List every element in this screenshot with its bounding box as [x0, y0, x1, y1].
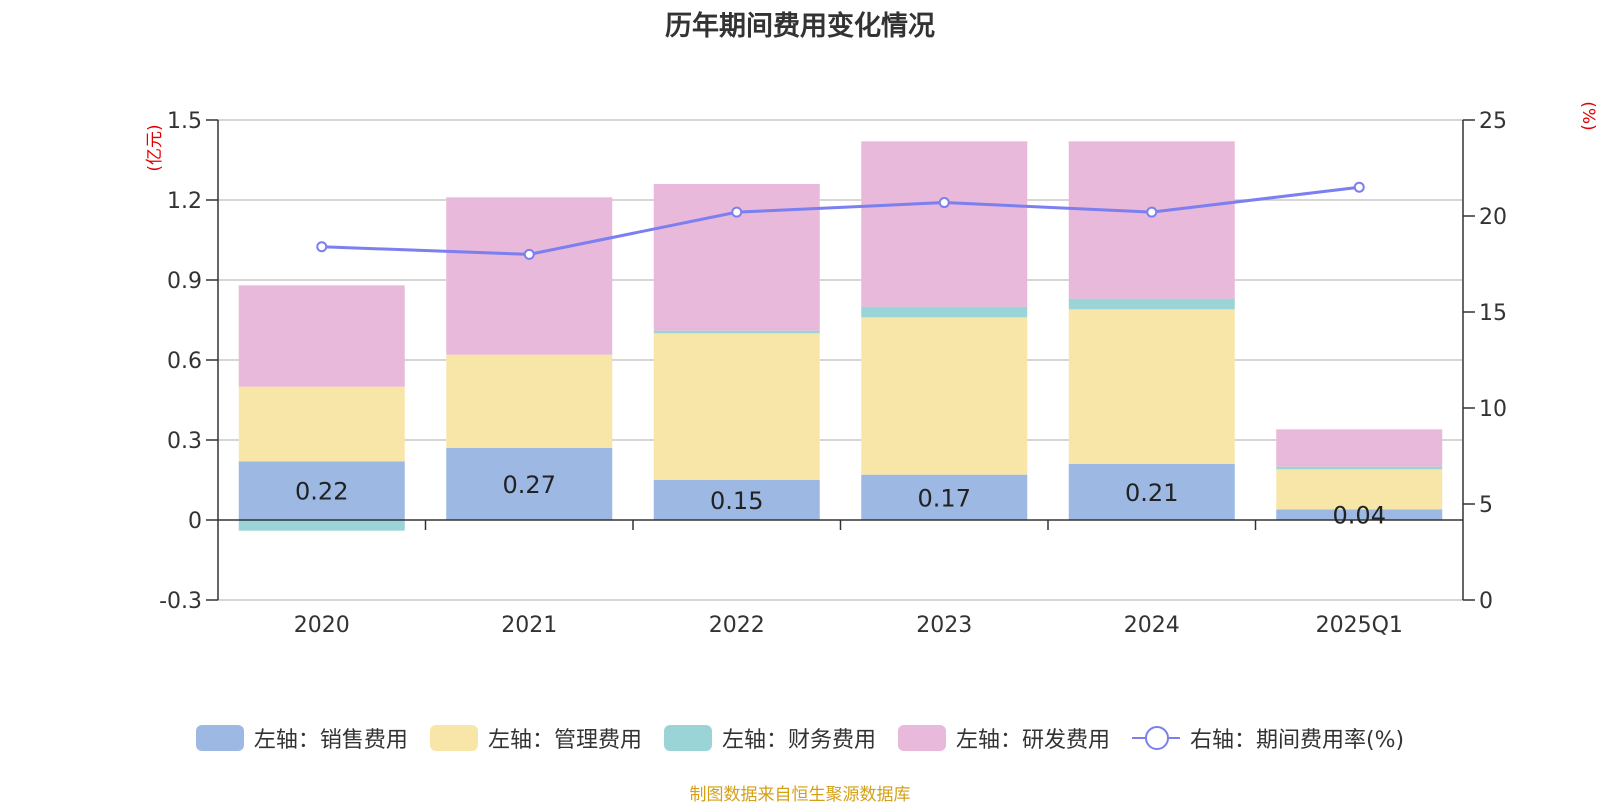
data-label: 0.21	[1125, 479, 1178, 507]
bar-segment	[446, 354, 613, 448]
expense-rate-point	[523, 248, 535, 260]
x-axis-tick-label: 2022	[709, 613, 765, 638]
legend-item[interactable]: 左轴：研发费用	[897, 722, 1110, 754]
left-axis-tick-label: 0.3	[167, 429, 202, 454]
axes: -0.3 0 0.3 0.6 0.9 1.2 1.5 0 5 10 15 20 25 2020 2021 20…	[159, 109, 1507, 638]
left-axis-tick-label: 1.5	[167, 109, 202, 134]
legend-swatch	[663, 725, 712, 751]
bar-segment	[1276, 509, 1443, 520]
left-axis-tick-label: 1.2	[167, 189, 202, 214]
expense-rate-polyline	[321, 185, 1360, 256]
bar-segment	[1068, 141, 1235, 299]
right-axis-tick-label: 5	[1479, 493, 1493, 518]
bar-segment	[653, 480, 820, 520]
source-note: 制图数据来自恒生聚源数据库	[689, 785, 911, 805]
left-axis-unit-label: (亿元)	[145, 124, 165, 171]
legend-label: 左轴：财务费用	[721, 728, 876, 753]
x-axis-tick-label: 2020	[294, 613, 350, 638]
data-label: 0.27	[503, 471, 556, 499]
legend-swatch	[429, 725, 478, 751]
bar-segment	[238, 461, 405, 520]
x-axis-tick-label: 2024	[1124, 613, 1180, 638]
right-axis-tick-label: 25	[1479, 109, 1507, 134]
chart-title: 历年期间费用变化情况	[665, 11, 935, 42]
grid-lines	[218, 119, 1463, 601]
data-label: 0.04	[1333, 502, 1386, 530]
right-axis-tick-label: 10	[1479, 397, 1507, 422]
right-axis-tick-label: 0	[1479, 589, 1493, 614]
legend-swatch	[897, 725, 946, 751]
bar-segment	[1068, 464, 1235, 520]
legend: 左轴：销售费用 左轴：管理费用 左轴：财务费用 左轴：研发费用 右轴：期间费用率(%)	[0, 722, 1600, 754]
right-axis-tick-label: 15	[1479, 301, 1507, 326]
bar-segment	[446, 448, 613, 520]
data-label: 0.15	[710, 487, 763, 515]
bar-segment	[238, 285, 405, 387]
bar-segment	[1276, 466, 1443, 470]
legend-label: 左轴：销售费用	[253, 728, 408, 753]
bar-segment	[653, 333, 820, 480]
bar-segment	[238, 386, 405, 462]
legend-label: 左轴：管理费用	[487, 728, 642, 753]
bar-segment	[1276, 469, 1443, 510]
legend-swatch	[195, 725, 244, 751]
data-labels: 0.22 0.27 0.15 0.17 0.21 0.04	[295, 471, 1386, 530]
bar-segment	[861, 141, 1028, 307]
expense-rate-point	[731, 206, 743, 218]
bar-segment	[653, 184, 820, 331]
data-label: 0.17	[918, 484, 971, 512]
legend-label: 右轴：期间费用率(%)	[1189, 728, 1405, 753]
left-axis-tick-label: 0.6	[167, 349, 202, 374]
legend-item[interactable]: 左轴：销售费用	[195, 722, 408, 754]
expense-rate-point	[938, 197, 950, 209]
bar-segment	[861, 474, 1028, 520]
left-axis-tick-label: 0	[188, 509, 202, 534]
bar-segment	[1068, 309, 1235, 464]
bar-segment	[861, 317, 1028, 475]
x-axis-tick-label: 2021	[501, 613, 557, 638]
x-axis-tick-label: 2025Q1	[1316, 613, 1403, 638]
legend-item[interactable]: 左轴：管理费用	[429, 722, 642, 754]
expense-rate-point	[1146, 206, 1158, 218]
right-axis-unit-label: (%)	[1578, 101, 1598, 130]
bar-segment	[861, 306, 1028, 318]
bar-segment	[1276, 429, 1443, 467]
legend-item[interactable]: 左轴：财务费用	[663, 722, 876, 754]
expense-rate-point	[1353, 181, 1365, 193]
left-axis-tick-label: -0.3	[159, 589, 202, 614]
legend-item[interactable]: 右轴：期间费用率(%)	[1131, 722, 1405, 754]
bars	[238, 141, 1443, 531]
bar-segment	[446, 197, 613, 355]
left-axis-tick-label: 0.9	[167, 269, 202, 294]
right-axis-tick-label: 20	[1479, 205, 1507, 230]
bar-segment	[238, 520, 405, 531]
expense-rate-point	[316, 241, 328, 253]
expense-rate-line	[316, 181, 1365, 260]
x-axis-tick-label: 2023	[916, 613, 972, 638]
legend-label: 左轴：研发费用	[955, 728, 1110, 753]
bar-segment	[653, 330, 820, 334]
data-label: 0.22	[295, 478, 348, 506]
legend-line-marker-icon	[1131, 725, 1180, 751]
bar-segment	[1068, 298, 1235, 310]
